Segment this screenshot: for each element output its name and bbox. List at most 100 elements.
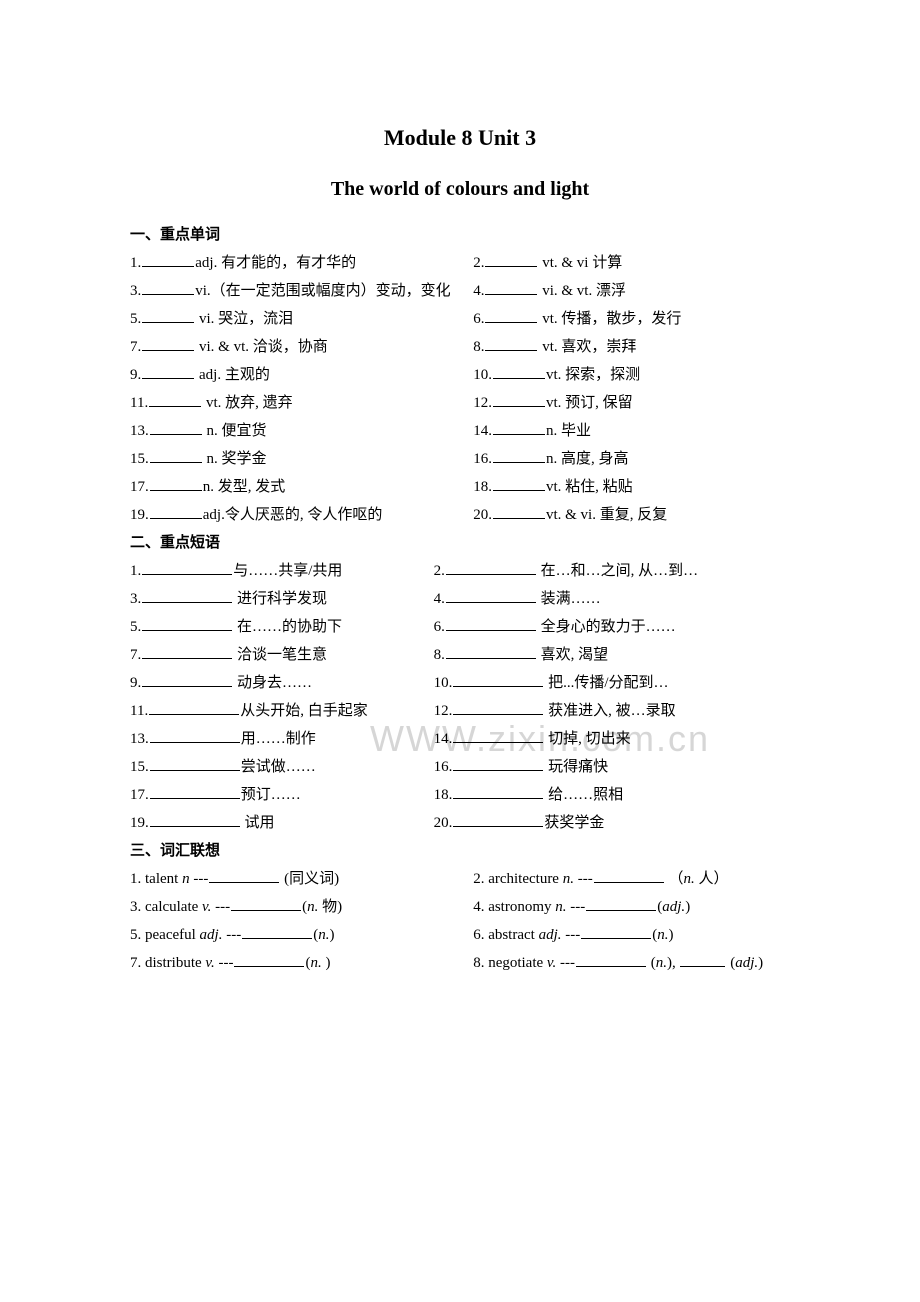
- phrase-row: 3. 进行科学发现4. 装满……: [130, 587, 790, 611]
- item-num: 2.: [434, 563, 445, 579]
- vocab-item: 12. vt. 预订, 保留: [473, 391, 790, 415]
- vocab-item: 8. vt. 喜欢，崇拜: [473, 335, 790, 359]
- section2-list: 1.与……共享/共用2. 在…和…之间, 从…到… 3. 进行科学发现4. 装满……: [130, 559, 790, 835]
- pos: n.: [310, 955, 321, 971]
- item-text: vt. 放弃, 遗弃: [202, 395, 292, 411]
- phrase-item: 1.与……共享/共用: [130, 559, 434, 583]
- item-text: vt. 探索，探测: [546, 367, 640, 383]
- item-text: n. 发型, 发式: [203, 479, 286, 495]
- pos-before: v.: [202, 899, 211, 915]
- pos-before: v.: [205, 955, 214, 971]
- paren-close: ): [669, 927, 674, 943]
- vocab-item: 6. vt. 传播，散步，发行: [473, 307, 790, 331]
- arrow: ---: [190, 871, 209, 887]
- arrow: ---: [222, 927, 241, 943]
- blank-line: [142, 336, 194, 351]
- item-text: vt. 预订, 保留: [546, 395, 633, 411]
- arrow: ---: [211, 899, 230, 915]
- paren-close: ): [322, 955, 331, 971]
- item-num: 1.: [130, 871, 141, 887]
- item-num: 19.: [130, 815, 149, 831]
- blank-line: [242, 924, 312, 939]
- item-num: 16.: [473, 451, 492, 467]
- phrase-item: 15. 尝试做……: [130, 755, 434, 779]
- phrase-row: 1.与……共享/共用2. 在…和…之间, 从…到…: [130, 559, 790, 583]
- vocab-item: 11. vt. 放弃, 遗弃: [130, 391, 473, 415]
- blank-line: [581, 924, 651, 939]
- item-text: adj.令人厌恶的, 令人作呕的: [203, 507, 383, 523]
- blank-line: [453, 784, 543, 799]
- item-num: 7.: [130, 955, 141, 971]
- word: negotiate: [484, 955, 546, 971]
- item-text: n. 高度, 身高: [546, 451, 629, 467]
- phrase-item: 4. 装满……: [434, 587, 790, 611]
- blank-line: [446, 616, 536, 631]
- phrase-item: 8. 喜欢, 渴望: [434, 643, 790, 667]
- item-num: 20.: [473, 507, 492, 523]
- vocab-item: 10.vt. 探索，探测: [473, 363, 790, 387]
- pos: adj.: [662, 899, 685, 915]
- item-text: n. 奖学金: [203, 451, 267, 467]
- item-num: 2.: [473, 255, 484, 271]
- blank-line: [149, 392, 201, 407]
- blank-line: [142, 616, 232, 631]
- vocab-item: 13. n. 便宜货: [130, 419, 473, 443]
- assoc-item: 5. peaceful adj. ---(n.): [130, 923, 473, 947]
- item-num: 6.: [473, 311, 484, 327]
- blank-line: [576, 952, 646, 967]
- vocab-item: 16. n. 高度, 身高: [473, 447, 790, 471]
- assoc-item: 4. astronomy n. ---(adj.): [473, 895, 790, 919]
- blank-line: [150, 728, 240, 743]
- item-text: 给……照相: [544, 787, 623, 803]
- blank-line: [493, 420, 545, 435]
- section1-list: 1.adj. 有才能的，有才华的2. vt. & vi 计算3.vi.（在一定范…: [130, 251, 790, 527]
- item-num: 2.: [473, 871, 484, 887]
- blank-line: [493, 448, 545, 463]
- title-main: Module 8 Unit 3: [130, 120, 790, 155]
- section3-list: 1. talent n --- (同义词)2. architecture n. …: [130, 867, 790, 975]
- item-num: 19.: [130, 507, 149, 523]
- item-text: 获奖学金: [544, 815, 604, 831]
- blank-line: [493, 392, 545, 407]
- vocab-item: 14.n. 毕业: [473, 419, 790, 443]
- assoc-item: 1. talent n --- (同义词): [130, 867, 473, 891]
- blank-line: [453, 728, 543, 743]
- paren-open: （: [665, 871, 684, 887]
- item-num: 12.: [473, 395, 492, 411]
- item-num: 1.: [130, 255, 141, 271]
- item-text: 与……共享/共用: [233, 563, 342, 579]
- pos: n.: [683, 871, 694, 887]
- assoc-item: 7. distribute v. ---(n. ): [130, 951, 473, 975]
- phrase-item: 16. 玩得痛快: [434, 755, 790, 779]
- word: architecture: [484, 871, 562, 887]
- item-text: vt. & vi. 重复, 反复: [546, 507, 667, 523]
- arrow: ---: [556, 955, 575, 971]
- pos-before: n.: [563, 871, 574, 887]
- blank-line: [586, 896, 656, 911]
- phrase-item: 3. 进行科学发现: [130, 587, 434, 611]
- phrase-item: 18. 给……照相: [434, 783, 790, 807]
- item-num: 8.: [434, 647, 445, 663]
- vocab-row: 9. adj. 主观的10.vt. 探索，探测: [130, 363, 790, 387]
- item-num: 3.: [130, 591, 141, 607]
- blank-line: [142, 308, 194, 323]
- item-num: 20.: [434, 815, 453, 831]
- item-text: 尝试做……: [241, 759, 316, 775]
- item-text: 在…和…之间, 从…到…: [537, 563, 698, 579]
- assoc-item: 3. calculate v. ---(n. 物): [130, 895, 473, 919]
- arrow: ---: [567, 899, 586, 915]
- item-num: 10.: [434, 675, 453, 691]
- vocab-row: 15. n. 奖学金16.n. 高度, 身高: [130, 447, 790, 471]
- blank-line: [446, 644, 536, 659]
- item-text: 切掉, 切出来: [544, 731, 630, 747]
- blank-line: [142, 672, 232, 687]
- item-text: 用……制作: [241, 731, 316, 747]
- word: distribute: [141, 955, 205, 971]
- vocab-item: 7. vi. & vt. 洽谈，协商: [130, 335, 473, 359]
- word: calculate: [141, 899, 202, 915]
- paren-close: 物): [318, 899, 342, 915]
- item-num: 15.: [130, 759, 149, 775]
- blank-line: [485, 280, 537, 295]
- item-num: 6.: [473, 927, 484, 943]
- arrow: ---: [574, 871, 593, 887]
